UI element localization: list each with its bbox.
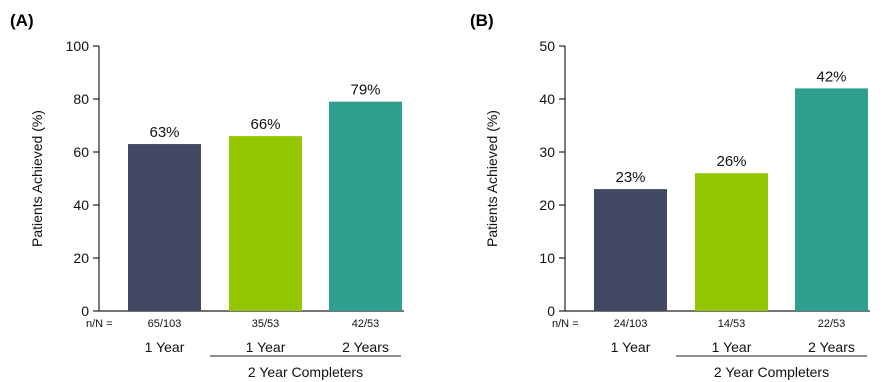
group-label: 2 Year Completers	[714, 364, 829, 380]
chart-panel-b: (B) 0 10 20 30 40 50 Patients Achieved (%) 23% 24…	[470, 11, 870, 380]
nn-label: 42/53	[352, 318, 380, 330]
y-tick-label: 100	[66, 38, 90, 54]
y-tick-label: 0	[547, 303, 555, 319]
y-tick-label: 40	[73, 197, 89, 213]
bar-value-label: 42%	[816, 68, 846, 85]
category-label: 1 Year	[246, 339, 286, 355]
nn-label: 14/53	[718, 318, 746, 330]
y-tick-label: 0	[81, 303, 89, 319]
category-label: 2 Years	[342, 339, 389, 355]
chart-panel-a: (A) 0 20 40 60 80 100 Patients Achieved (%) 63% 6…	[10, 11, 404, 380]
category-label: 1 Year	[145, 339, 185, 355]
y-tick-label: 60	[73, 144, 89, 160]
bar-value-label: 23%	[615, 169, 645, 186]
y-tick-label: 50	[539, 38, 555, 54]
nn-prefix: n/N =	[86, 318, 113, 330]
bar	[128, 144, 201, 311]
bar-value-label: 66%	[250, 116, 280, 133]
nn-label: 65/103	[148, 318, 182, 330]
panel-label: (B)	[470, 11, 494, 30]
y-tick-label: 40	[539, 91, 555, 107]
nn-prefix: n/N =	[552, 318, 579, 330]
y-tick-label: 20	[539, 197, 555, 213]
bar	[695, 173, 768, 311]
nn-label: 24/103	[614, 318, 648, 330]
y-axis-label: Patients Achieved (%)	[484, 110, 500, 247]
bar-value-label: 79%	[350, 82, 380, 99]
bar	[594, 189, 667, 311]
bar	[795, 88, 868, 312]
y-axis-label: Patients Achieved (%)	[29, 110, 45, 247]
bar	[329, 101, 402, 312]
bar-value-label: 63%	[149, 124, 179, 141]
y-tick-label: 80	[73, 91, 89, 107]
nn-label: 35/53	[252, 318, 280, 330]
y-tick-label: 20	[73, 250, 89, 266]
panel-label: (A)	[10, 11, 34, 30]
nn-label: 22/53	[818, 318, 846, 330]
category-label: 1 Year	[712, 339, 752, 355]
category-label: 1 Year	[611, 339, 651, 355]
bar-value-label: 26%	[716, 153, 746, 170]
y-tick-label: 30	[539, 144, 555, 160]
bar	[229, 136, 302, 311]
group-label: 2 Year Completers	[248, 364, 363, 380]
y-tick-label: 10	[539, 250, 555, 266]
category-label: 2 Years	[808, 339, 855, 355]
